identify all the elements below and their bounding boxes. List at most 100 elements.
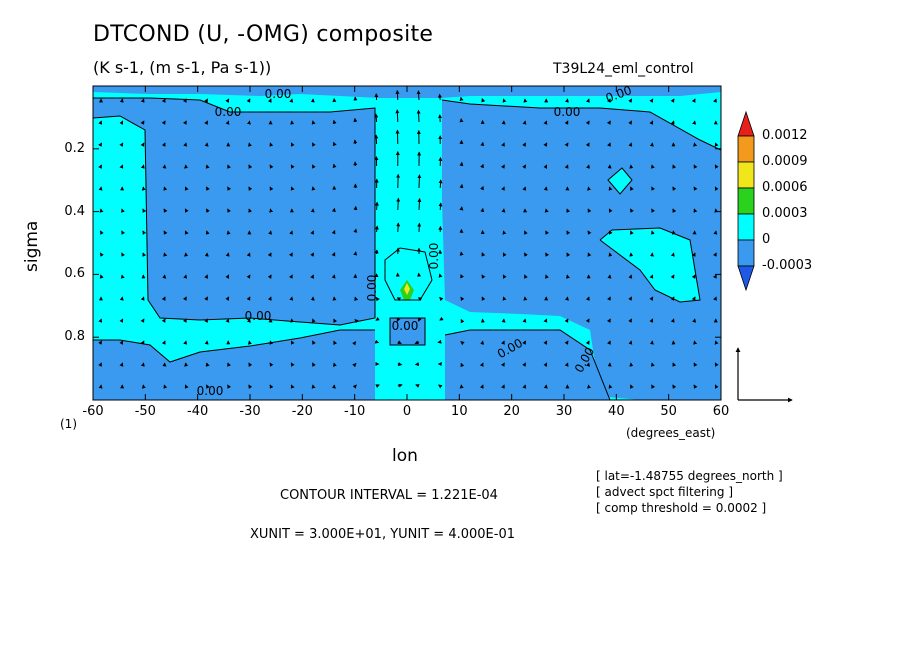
wind-vector — [227, 384, 232, 389]
wind-vector — [481, 274, 486, 279]
wind-vector — [543, 362, 548, 367]
wind-vector — [267, 274, 272, 279]
wind-vector — [437, 93, 442, 101]
colorbar-segment — [737, 187, 755, 215]
wind-vector — [98, 142, 103, 147]
wind-vector — [460, 296, 465, 302]
wind-vector — [585, 318, 590, 323]
y-axis-label: sigma — [22, 220, 42, 272]
note-threshold: [ comp threshold = 0.0002 ] — [596, 501, 767, 515]
wind-vector — [312, 362, 316, 367]
wind-vector — [500, 362, 505, 367]
wind-vector — [543, 340, 548, 345]
x-tick-label: 10 — [451, 404, 468, 419]
wind-vector — [246, 296, 251, 301]
wind-vector — [140, 318, 145, 323]
wind-vector — [121, 252, 125, 257]
reference-vector — [735, 347, 793, 403]
wind-vector — [628, 120, 632, 125]
wind-vector — [714, 384, 719, 389]
wind-vector — [480, 185, 484, 191]
wind-vector — [267, 252, 272, 257]
wind-vector — [713, 252, 717, 257]
contour-label: 0.00 — [554, 105, 581, 119]
contour-label: 0.00 — [365, 275, 379, 302]
wind-vector — [205, 208, 210, 213]
wind-vector — [543, 164, 548, 169]
wind-vector — [670, 296, 675, 301]
contour-label: 0.00 — [197, 384, 224, 398]
wind-vector — [311, 142, 316, 147]
colorbar-label: 0.0003 — [762, 206, 808, 221]
wind-vector — [439, 296, 444, 302]
contour-label: 0.00 — [427, 243, 441, 270]
wind-vector — [375, 384, 380, 389]
wind-vector — [248, 164, 253, 169]
wind-vector — [566, 252, 571, 257]
wind-vector — [352, 384, 357, 389]
wind-vector — [248, 384, 253, 389]
wind-vector — [182, 98, 187, 103]
colorbar-segment — [737, 161, 755, 189]
x-tick-label: -20 — [291, 404, 313, 419]
wind-vector — [460, 274, 464, 279]
wind-vector — [311, 164, 316, 169]
field-positive-island — [608, 168, 632, 194]
wind-vector — [417, 174, 422, 189]
wind-vector — [585, 120, 590, 125]
wind-vector — [649, 296, 654, 301]
field-negative-left — [93, 98, 375, 325]
wind-vector — [459, 183, 464, 189]
x-tick-label: -60 — [82, 404, 104, 419]
wind-vector — [608, 208, 613, 213]
wind-vector — [290, 362, 295, 367]
wind-vector — [672, 384, 677, 389]
wind-vector — [502, 274, 507, 279]
x-axis-label: lon — [392, 446, 418, 466]
wind-vector — [543, 142, 548, 147]
wind-vector — [288, 274, 293, 279]
wind-vector — [353, 228, 358, 233]
field-negative-bottom-right — [445, 330, 610, 400]
x-tick-label: 60 — [712, 404, 730, 419]
wind-vector — [564, 340, 569, 345]
wind-vector — [712, 274, 717, 279]
wind-vector — [206, 186, 210, 191]
wind-vector — [691, 296, 696, 301]
wind-vector — [163, 230, 168, 235]
chart-subtitle: (K s-1, (m s-1, Pa s-1)) — [93, 58, 272, 77]
wind-vector — [227, 186, 232, 191]
wind-vector — [459, 96, 464, 102]
wind-vector — [269, 362, 274, 367]
field-negative-bottom — [93, 330, 375, 400]
y-tick-label: 0.4 — [64, 203, 85, 219]
wind-vector — [438, 179, 443, 189]
wind-vector — [312, 340, 316, 345]
wind-vector — [714, 186, 719, 191]
wind-vector — [121, 230, 126, 235]
contour-label: 0.00 — [392, 319, 419, 333]
wind-vector — [545, 230, 549, 235]
wind-vector — [397, 383, 403, 388]
wind-vector — [225, 296, 230, 301]
colorbar-label: 0 — [762, 232, 771, 247]
wind-vector — [98, 340, 103, 345]
x-tick-label: 20 — [503, 404, 520, 419]
wind-vector — [206, 384, 210, 389]
wind-vector — [248, 186, 253, 191]
x-axis-index: (1) — [60, 417, 77, 431]
wind-vector — [352, 362, 357, 368]
wind-vector — [651, 208, 656, 213]
wind-vector — [416, 90, 421, 101]
wind-vector — [119, 120, 124, 125]
wind-vector — [225, 274, 230, 279]
wind-vector — [628, 98, 632, 103]
field-positive-right — [600, 228, 700, 302]
wind-vector — [417, 197, 422, 211]
wind-vector — [142, 230, 147, 235]
x-tick-label: 50 — [660, 404, 677, 419]
wind-vector — [522, 164, 527, 169]
wind-vector — [585, 142, 590, 147]
wind-vector — [587, 230, 592, 235]
